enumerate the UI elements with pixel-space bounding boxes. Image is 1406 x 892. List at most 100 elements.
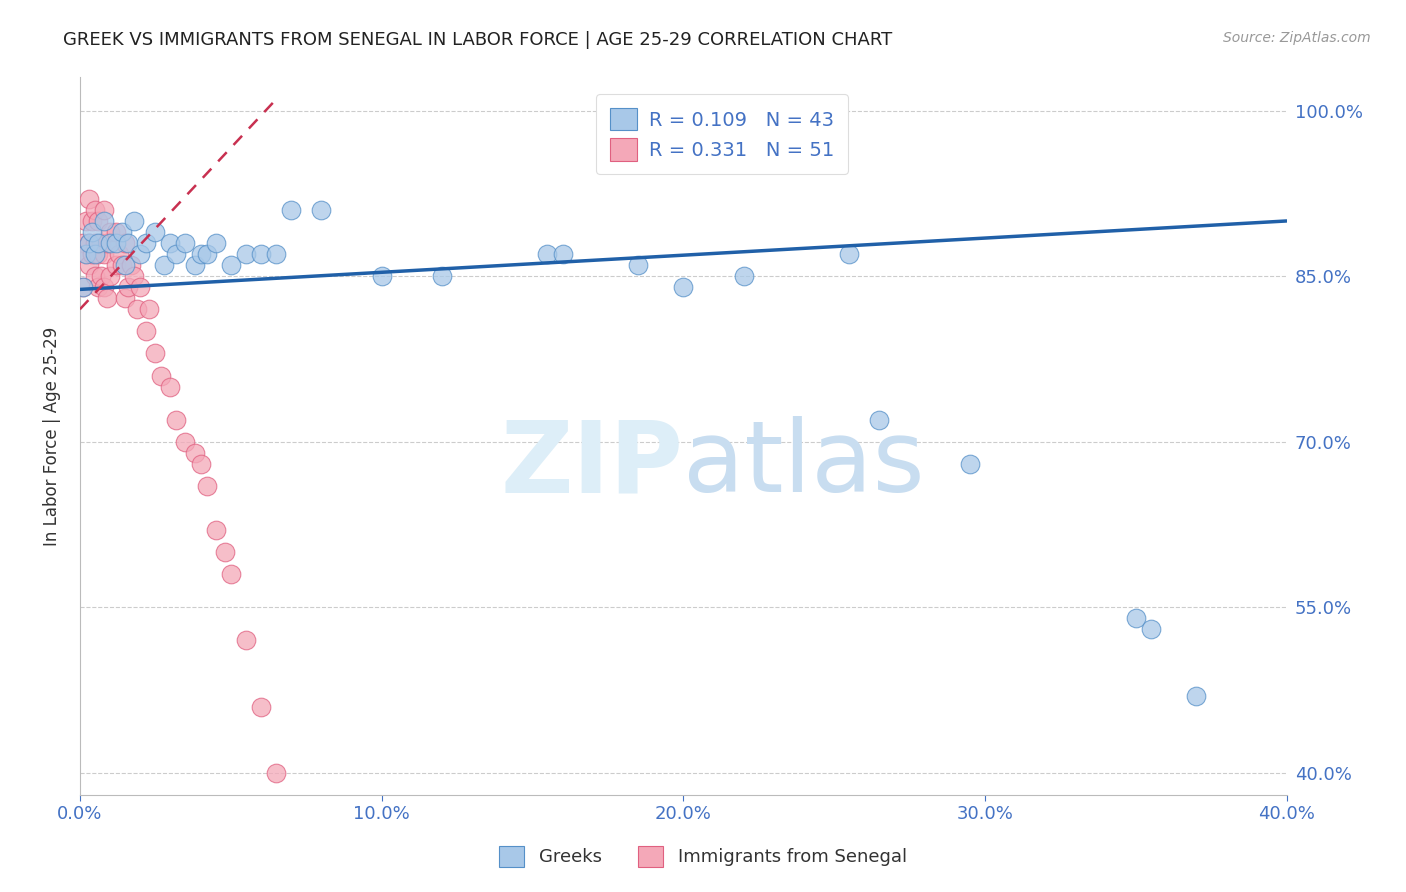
Point <box>84 202 107 217</box>
Point <box>190 247 212 261</box>
Point <box>84 235 107 250</box>
Point <box>77 235 100 250</box>
Point <box>72 235 94 250</box>
Point <box>87 247 110 261</box>
Point <box>93 202 115 217</box>
Point <box>159 235 181 250</box>
Point <box>159 379 181 393</box>
Point <box>114 291 136 305</box>
Point <box>138 302 160 317</box>
Point <box>120 258 142 272</box>
Text: atlas: atlas <box>683 417 925 514</box>
Point <box>174 235 197 250</box>
Point <box>959 457 981 471</box>
Point <box>264 247 287 261</box>
Point <box>75 247 97 261</box>
Point <box>370 269 392 284</box>
Point <box>122 269 145 284</box>
Point <box>87 280 110 294</box>
Point <box>105 225 128 239</box>
Point <box>108 247 131 261</box>
Point <box>90 235 112 250</box>
Point <box>143 225 166 239</box>
Point <box>80 247 103 261</box>
Point <box>114 235 136 250</box>
Point <box>84 247 107 261</box>
Point <box>87 235 110 250</box>
Point <box>174 434 197 449</box>
Point <box>72 280 94 294</box>
Point <box>90 269 112 284</box>
Point <box>733 269 755 284</box>
Point <box>80 214 103 228</box>
Point <box>127 302 149 317</box>
Point <box>105 235 128 250</box>
Point <box>93 247 115 261</box>
Point <box>551 247 574 261</box>
Point <box>250 247 273 261</box>
Y-axis label: In Labor Force | Age 25-29: In Labor Force | Age 25-29 <box>44 326 60 546</box>
Point <box>219 567 242 582</box>
Point <box>165 413 187 427</box>
Point <box>93 280 115 294</box>
Text: Source: ZipAtlas.com: Source: ZipAtlas.com <box>1223 31 1371 45</box>
Point <box>84 269 107 284</box>
Point <box>93 214 115 228</box>
Point <box>98 235 121 250</box>
Point <box>250 699 273 714</box>
Point <box>143 346 166 360</box>
Point <box>96 291 118 305</box>
Point <box>111 225 134 239</box>
Point <box>280 202 302 217</box>
Point <box>135 235 157 250</box>
Point <box>77 192 100 206</box>
Point <box>111 258 134 272</box>
Point <box>183 258 205 272</box>
Point <box>98 225 121 239</box>
Point <box>114 258 136 272</box>
Point <box>235 633 257 648</box>
Point <box>153 258 176 272</box>
Point <box>96 235 118 250</box>
Legend: Greeks, Immigrants from Senegal: Greeks, Immigrants from Senegal <box>492 838 914 874</box>
Text: ZIP: ZIP <box>501 417 683 514</box>
Point <box>77 235 100 250</box>
Point <box>1185 689 1208 703</box>
Point <box>80 225 103 239</box>
Point <box>183 446 205 460</box>
Point <box>627 258 650 272</box>
Point <box>309 202 332 217</box>
Point <box>430 269 453 284</box>
Point <box>129 247 152 261</box>
Point <box>204 235 226 250</box>
Point <box>1139 623 1161 637</box>
Point <box>135 324 157 338</box>
Point <box>75 247 97 261</box>
Point <box>838 247 860 261</box>
Point <box>129 280 152 294</box>
Point <box>190 457 212 471</box>
Point <box>672 280 695 294</box>
Point <box>219 258 242 272</box>
Point <box>195 247 218 261</box>
Point <box>117 235 139 250</box>
Point <box>165 247 187 261</box>
Point <box>87 214 110 228</box>
Point <box>117 280 139 294</box>
Legend: R = 0.109   N = 43, R = 0.331   N = 51: R = 0.109 N = 43, R = 0.331 N = 51 <box>596 95 848 174</box>
Point <box>1125 611 1147 625</box>
Point <box>204 523 226 537</box>
Point <box>214 545 236 559</box>
Point <box>264 766 287 780</box>
Point <box>98 269 121 284</box>
Point <box>105 258 128 272</box>
Point <box>868 413 890 427</box>
Point <box>195 479 218 493</box>
Point <box>235 247 257 261</box>
Point <box>536 247 558 261</box>
Point <box>150 368 173 383</box>
Point <box>77 258 100 272</box>
Point <box>72 280 94 294</box>
Point <box>75 214 97 228</box>
Point <box>122 214 145 228</box>
